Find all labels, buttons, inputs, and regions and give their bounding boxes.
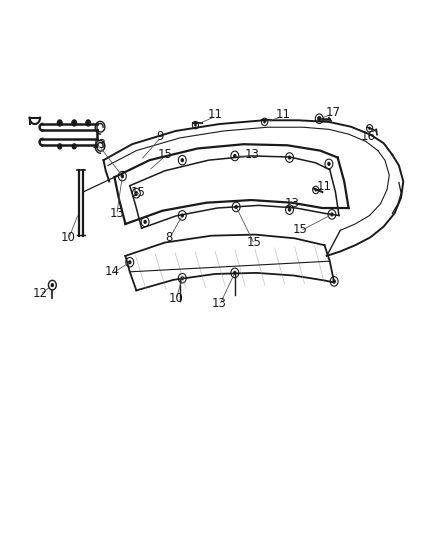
- Circle shape: [50, 283, 54, 287]
- Text: 13: 13: [244, 148, 259, 161]
- Circle shape: [316, 116, 321, 122]
- Text: 11: 11: [275, 109, 290, 122]
- Circle shape: [85, 119, 91, 127]
- Text: 13: 13: [212, 297, 226, 310]
- Circle shape: [128, 260, 131, 264]
- Text: 9: 9: [156, 130, 164, 143]
- Text: 14: 14: [105, 265, 120, 278]
- Text: 15: 15: [157, 148, 172, 161]
- Circle shape: [180, 213, 184, 217]
- Circle shape: [71, 143, 77, 150]
- Circle shape: [180, 158, 184, 163]
- Text: 13: 13: [109, 207, 124, 220]
- Circle shape: [180, 276, 184, 280]
- Circle shape: [329, 212, 333, 216]
- Circle shape: [287, 207, 290, 212]
- Text: 13: 13: [284, 197, 298, 211]
- Circle shape: [57, 119, 63, 127]
- Circle shape: [263, 120, 265, 124]
- Circle shape: [287, 156, 290, 160]
- Text: 10: 10: [168, 292, 183, 305]
- Text: 17: 17: [325, 106, 340, 119]
- Text: 10: 10: [61, 231, 76, 244]
- Circle shape: [71, 119, 77, 127]
- Text: 16: 16: [360, 130, 375, 143]
- Circle shape: [143, 220, 147, 224]
- Text: 15: 15: [247, 236, 261, 249]
- Text: 8: 8: [165, 231, 173, 244]
- Text: 15: 15: [292, 223, 307, 236]
- Circle shape: [194, 124, 196, 127]
- Circle shape: [314, 188, 316, 191]
- Text: 11: 11: [207, 109, 222, 122]
- Text: 12: 12: [32, 287, 47, 300]
- Text: 13: 13: [92, 138, 106, 151]
- Circle shape: [134, 191, 138, 195]
- Circle shape: [332, 279, 335, 284]
- Circle shape: [233, 154, 236, 158]
- Text: 11: 11: [316, 180, 331, 193]
- Circle shape: [326, 162, 330, 166]
- Circle shape: [120, 174, 124, 178]
- Circle shape: [57, 143, 62, 150]
- Circle shape: [233, 271, 236, 275]
- Text: 15: 15: [131, 185, 146, 199]
- Circle shape: [367, 127, 370, 130]
- Circle shape: [234, 205, 237, 209]
